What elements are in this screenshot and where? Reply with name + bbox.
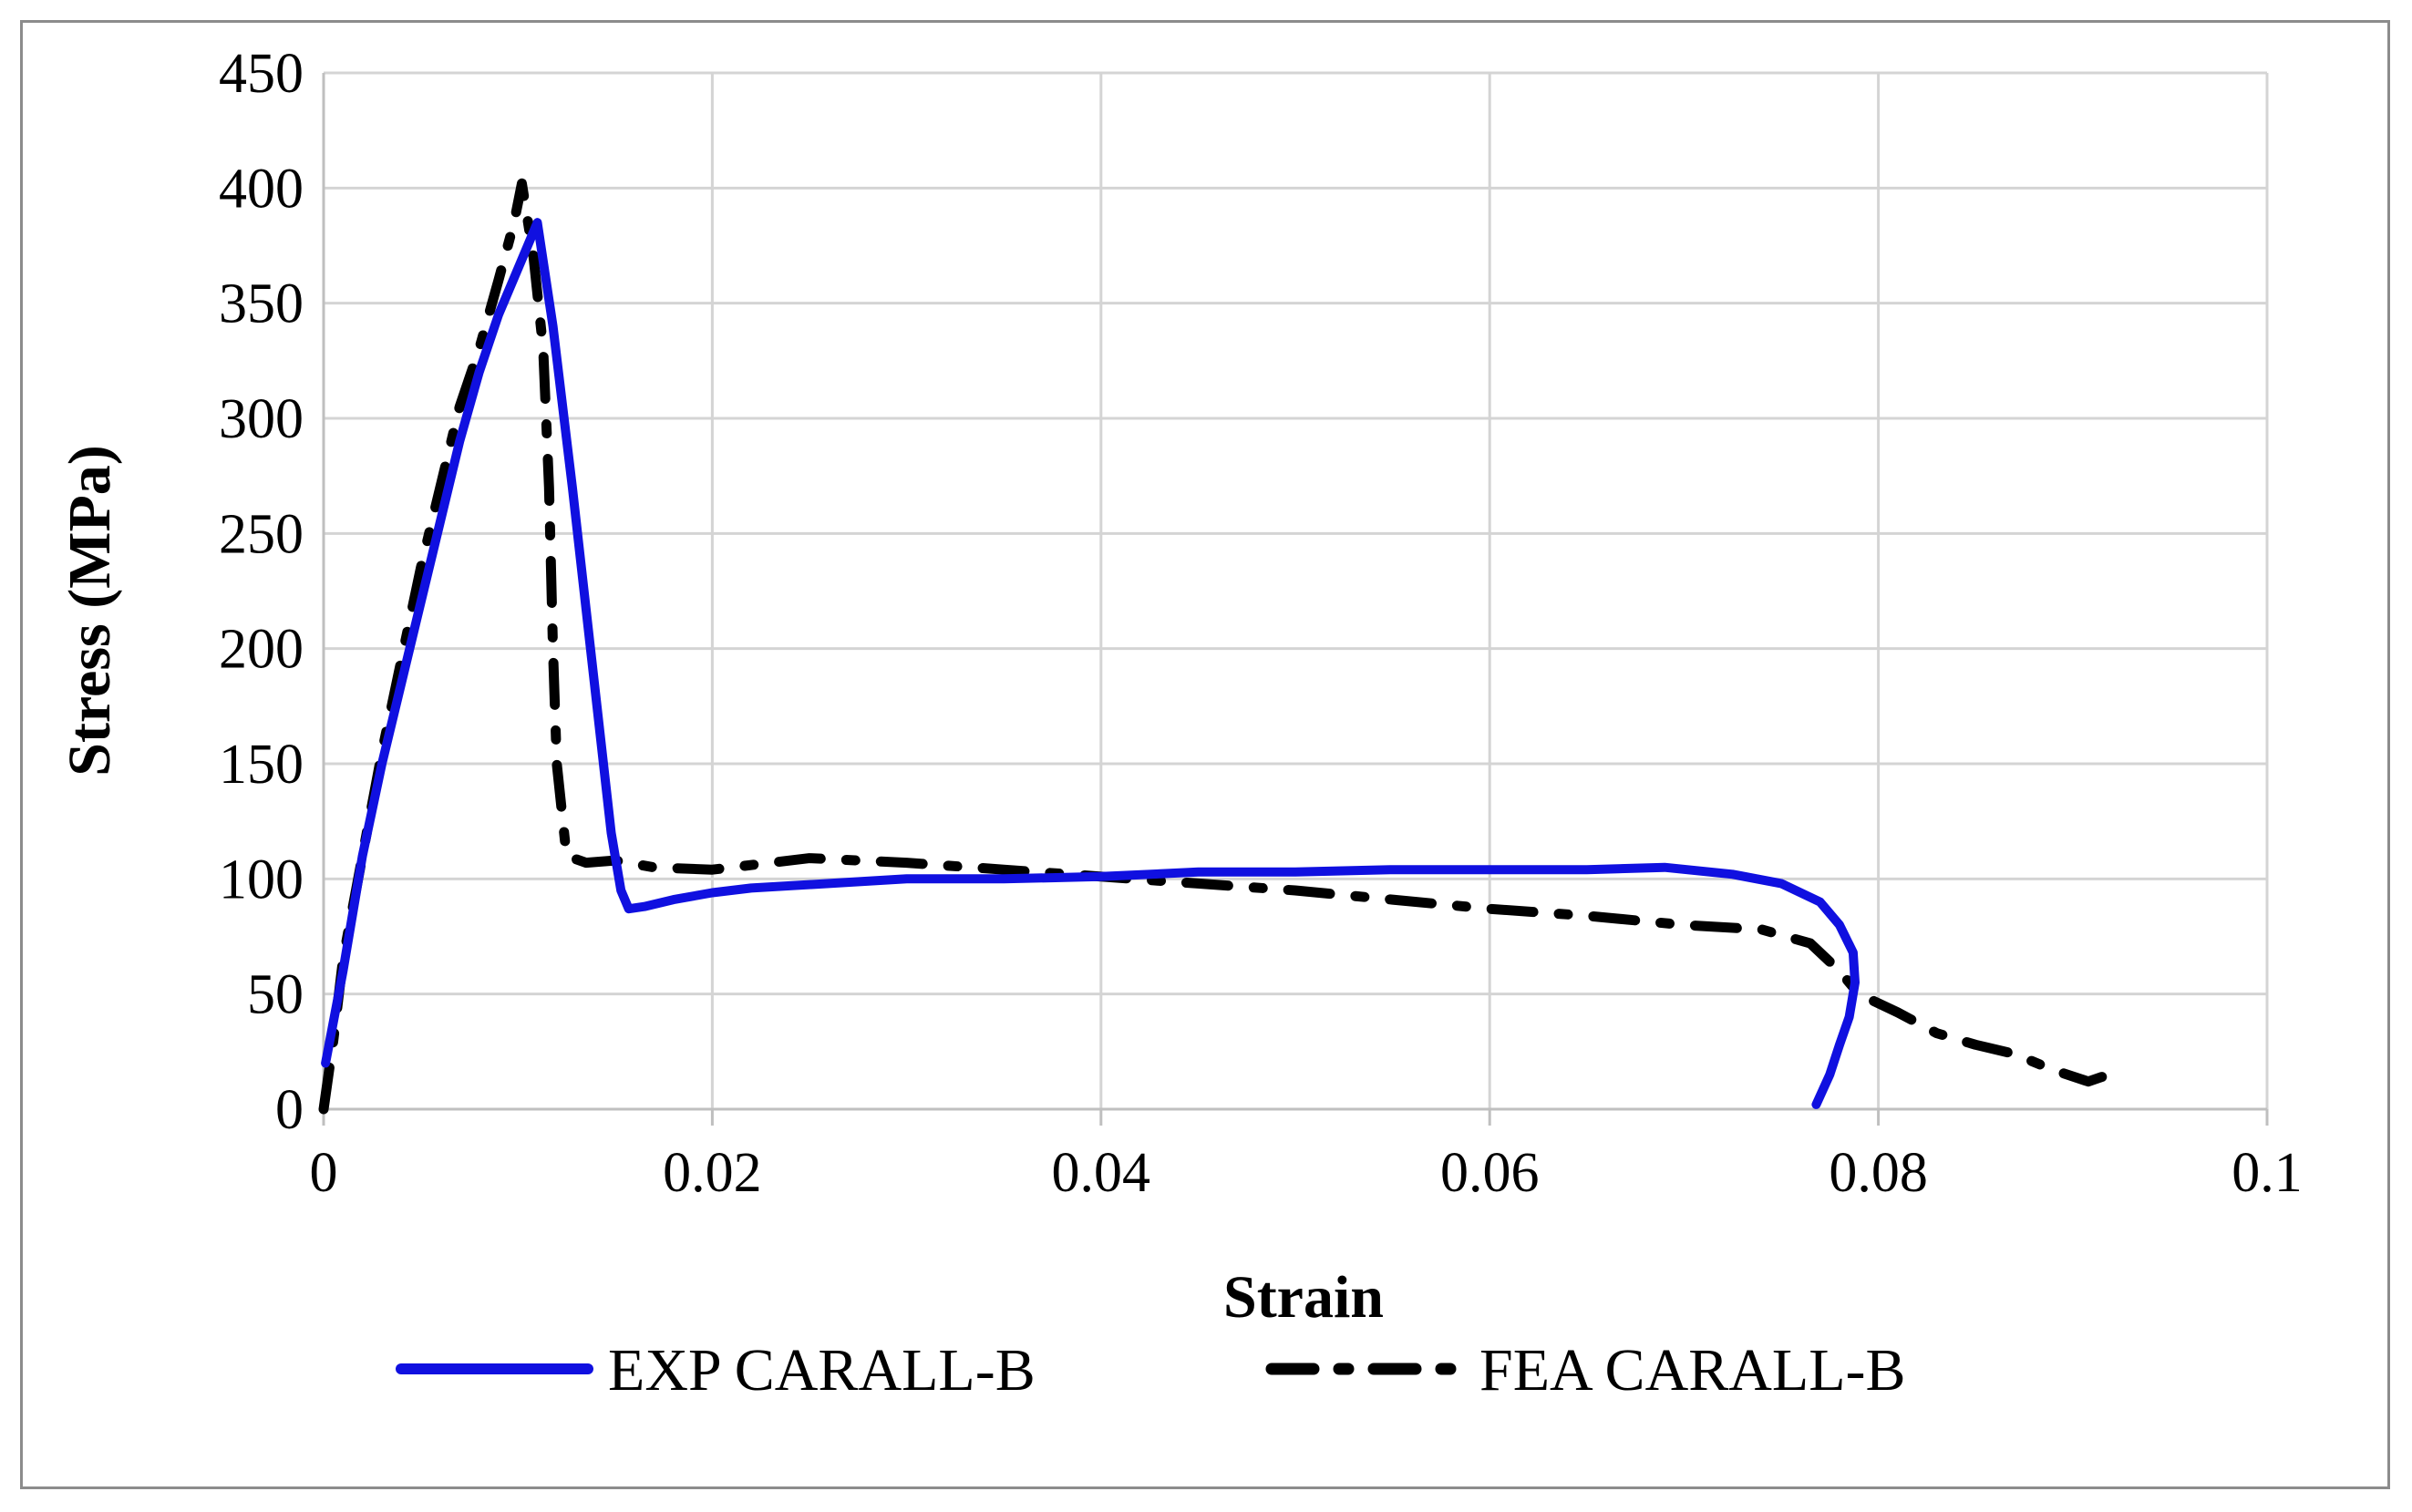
legend-label-exp: EXP CARALL-B — [608, 1337, 1036, 1404]
y-tick-label: 350 — [219, 273, 304, 335]
x-tick-label: 0.04 — [1052, 1142, 1151, 1204]
x-tick-label: 0.1 — [2232, 1142, 2303, 1204]
grid — [324, 71, 2269, 1109]
y-tick-label: 400 — [219, 158, 304, 220]
x-tick-label: 0.08 — [1829, 1142, 1928, 1204]
legend: EXP CARALL-B FEA CARALL-B — [396, 1337, 1906, 1404]
legend-label-fea: FEA CARALL-B — [1479, 1337, 1906, 1404]
y-tick-label: 50 — [247, 964, 304, 1026]
y-tick-label: 150 — [219, 734, 304, 796]
axes — [322, 73, 2269, 1126]
y-tick-label: 100 — [219, 849, 304, 910]
series-lines — [318, 178, 2108, 1115]
y-tick-label: 0 — [275, 1079, 304, 1141]
stress-strain-chart: 0 50 100 150 200 250 300 350 400 450 0 0.02 0.04 0.06… — [57, 43, 2303, 1404]
y-tick-label: 250 — [219, 503, 304, 565]
tick-labels: 0 50 100 150 200 250 300 350 400 450 0 0.02 0.04 0.06… — [219, 43, 2303, 1204]
x-tick-label: 0 — [310, 1142, 338, 1204]
y-axis-title: Stress (MPa) — [57, 445, 123, 777]
chart-frame: 0 50 100 150 200 250 300 350 400 450 0 0.02 0.04 0.06… — [20, 20, 2390, 1489]
y-tick-label: 450 — [219, 43, 304, 105]
x-tick-label: 0.06 — [1440, 1142, 1540, 1204]
x-axis-title: Strain — [1223, 1264, 1384, 1331]
y-tick-label: 300 — [219, 388, 304, 450]
series-line-exp — [321, 218, 1860, 1109]
x-tick-label: 0.02 — [663, 1142, 762, 1204]
y-tick-label: 200 — [219, 619, 304, 681]
